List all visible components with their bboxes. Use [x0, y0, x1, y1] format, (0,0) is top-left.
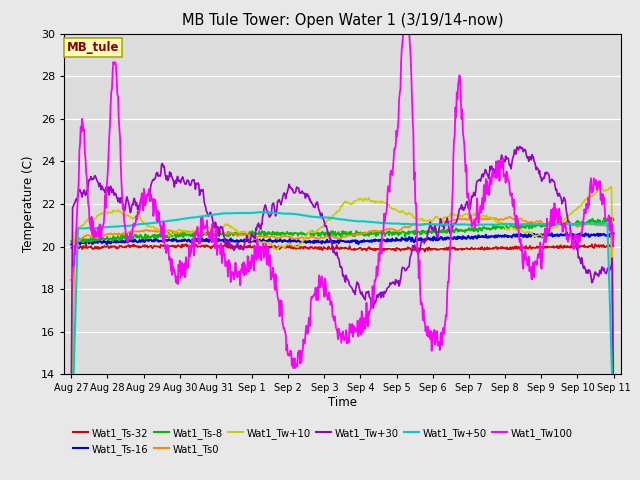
Wat1_Tw+30	[382, 288, 390, 294]
Wat1_Ts-16	[72, 242, 79, 248]
Wat1_Tw+50	[413, 221, 421, 227]
Wat1_Ts-8	[610, 217, 618, 223]
Wat1_Ts0	[397, 227, 404, 233]
Wat1_Tw100	[397, 59, 405, 64]
Wat1_Ts0	[479, 216, 486, 222]
Wat1_Tw+30	[479, 171, 486, 177]
Wat1_Ts-32	[421, 249, 429, 254]
Wat1_Ts-8	[67, 238, 75, 244]
Wat1_Tw100	[610, 232, 618, 238]
Line: Wat1_Tw+10: Wat1_Tw+10	[71, 187, 614, 456]
Title: MB Tule Tower: Open Water 1 (3/19/14-now): MB Tule Tower: Open Water 1 (3/19/14-now…	[182, 13, 503, 28]
Wat1_Tw+50	[67, 448, 75, 454]
Line: Wat1_Tw100: Wat1_Tw100	[71, 34, 614, 368]
Wat1_Tw100	[289, 365, 297, 371]
Wat1_Tw+30	[67, 390, 75, 396]
Wat1_Ts-16	[479, 233, 487, 239]
Wat1_Tw+10	[610, 365, 618, 371]
Wat1_Ts-32	[413, 247, 420, 253]
Wat1_Tw100	[480, 182, 488, 188]
Wat1_Tw+50	[383, 220, 390, 226]
Line: Wat1_Ts-32: Wat1_Ts-32	[71, 244, 614, 252]
Wat1_Tw100	[399, 31, 407, 36]
Wat1_Tw+10	[534, 232, 542, 238]
Wat1_Ts-16	[383, 238, 390, 244]
Wat1_Ts-32	[610, 243, 618, 249]
Wat1_Tw100	[536, 249, 543, 254]
Wat1_Ts0	[413, 221, 420, 227]
Line: Wat1_Tw+50: Wat1_Tw+50	[71, 212, 614, 451]
Wat1_Ts0	[100, 233, 108, 239]
Wat1_Ts0	[382, 227, 390, 232]
Wat1_Ts0	[505, 214, 513, 220]
Wat1_Ts-32	[382, 247, 390, 252]
Wat1_Tw+10	[608, 184, 616, 190]
Wat1_Ts-8	[535, 221, 543, 227]
Wat1_Tw+10	[413, 216, 420, 222]
Line: Wat1_Ts0: Wat1_Ts0	[71, 217, 614, 455]
Wat1_Ts0	[535, 219, 543, 225]
Wat1_Ts-32	[479, 246, 487, 252]
Wat1_Tw+50	[610, 422, 618, 428]
Wat1_Ts-8	[383, 230, 390, 236]
Wat1_Ts-8	[413, 228, 421, 234]
Line: Wat1_Ts-8: Wat1_Ts-8	[71, 218, 614, 246]
Wat1_Tw+30	[535, 171, 543, 177]
Wat1_Ts-32	[100, 243, 108, 249]
Wat1_Ts-8	[101, 237, 109, 242]
Wat1_Ts-16	[563, 229, 571, 235]
Legend: Wat1_Ts-32, Wat1_Ts-16, Wat1_Ts-8, Wat1_Ts0, Wat1_Tw+10, Wat1_Tw+30, Wat1_Tw+50,: Wat1_Ts-32, Wat1_Ts-16, Wat1_Ts-8, Wat1_…	[69, 424, 577, 458]
Wat1_Ts0	[67, 452, 75, 458]
Wat1_Tw+30	[100, 187, 108, 193]
Wat1_Ts-16	[397, 238, 405, 243]
Wat1_Ts-32	[397, 248, 404, 253]
Wat1_Ts-8	[479, 224, 487, 230]
Wat1_Ts-16	[535, 233, 543, 239]
Wat1_Tw+30	[413, 248, 420, 254]
Text: MB_tule: MB_tule	[67, 41, 119, 54]
Wat1_Ts-16	[101, 239, 109, 245]
Wat1_Ts-32	[591, 241, 599, 247]
Wat1_Ts-16	[67, 241, 75, 247]
Wat1_Tw+10	[67, 453, 75, 458]
Wat1_Tw+50	[397, 221, 405, 227]
Wat1_Tw+50	[535, 221, 543, 227]
X-axis label: Time: Time	[328, 396, 357, 409]
Wat1_Tw+30	[397, 277, 404, 283]
Line: Wat1_Tw+30: Wat1_Tw+30	[71, 146, 614, 418]
Wat1_Tw+10	[382, 199, 390, 205]
Wat1_Ts-8	[600, 215, 608, 221]
Wat1_Ts-32	[67, 245, 75, 251]
Wat1_Tw+50	[100, 225, 108, 230]
Y-axis label: Temperature (C): Temperature (C)	[22, 156, 35, 252]
Wat1_Ts-16	[610, 230, 618, 236]
Wat1_Tw+50	[257, 209, 264, 215]
Wat1_Tw+30	[516, 144, 524, 149]
Wat1_Tw100	[100, 210, 108, 216]
Line: Wat1_Ts-16: Wat1_Ts-16	[71, 232, 614, 245]
Wat1_Tw+50	[479, 222, 487, 228]
Wat1_Ts-32	[535, 245, 543, 251]
Wat1_Tw+30	[610, 415, 618, 421]
Wat1_Ts-8	[397, 230, 405, 236]
Wat1_Ts-16	[413, 238, 421, 243]
Wat1_Tw100	[383, 205, 390, 211]
Wat1_Tw100	[414, 250, 422, 256]
Wat1_Tw+10	[397, 210, 404, 216]
Wat1_Ts-8	[69, 243, 77, 249]
Wat1_Tw+10	[479, 213, 486, 218]
Wat1_Tw100	[67, 277, 75, 283]
Wat1_Tw+10	[100, 209, 108, 215]
Wat1_Ts0	[610, 401, 618, 407]
